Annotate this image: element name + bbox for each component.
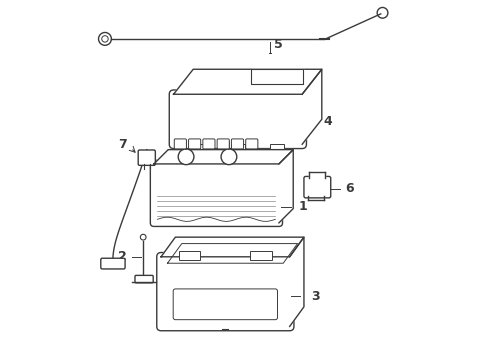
Polygon shape — [154, 150, 293, 164]
FancyBboxPatch shape — [150, 160, 283, 226]
Polygon shape — [290, 237, 304, 327]
Text: 2: 2 — [119, 250, 127, 263]
Polygon shape — [309, 171, 325, 187]
Text: 1: 1 — [298, 200, 307, 213]
FancyBboxPatch shape — [203, 139, 215, 149]
Text: 3: 3 — [311, 289, 319, 303]
Text: 5: 5 — [273, 38, 282, 51]
Circle shape — [178, 149, 194, 165]
FancyBboxPatch shape — [173, 289, 277, 320]
Bar — [231, 144, 245, 151]
Bar — [192, 144, 206, 151]
Text: 4: 4 — [323, 114, 332, 127]
Polygon shape — [173, 69, 322, 94]
FancyBboxPatch shape — [138, 150, 155, 165]
Bar — [270, 144, 284, 151]
FancyBboxPatch shape — [169, 90, 306, 149]
Polygon shape — [279, 150, 293, 223]
FancyBboxPatch shape — [231, 139, 244, 149]
Polygon shape — [161, 237, 304, 257]
FancyBboxPatch shape — [101, 258, 125, 269]
FancyBboxPatch shape — [135, 275, 153, 283]
FancyBboxPatch shape — [245, 139, 258, 149]
FancyBboxPatch shape — [174, 139, 186, 149]
Circle shape — [221, 149, 237, 165]
FancyBboxPatch shape — [304, 176, 331, 198]
FancyBboxPatch shape — [189, 139, 201, 149]
Polygon shape — [302, 69, 322, 144]
Text: 6: 6 — [345, 183, 354, 195]
FancyBboxPatch shape — [157, 252, 294, 331]
FancyBboxPatch shape — [217, 139, 229, 149]
Bar — [179, 251, 200, 260]
Text: 7: 7 — [119, 138, 127, 151]
Polygon shape — [251, 69, 302, 84]
Circle shape — [140, 234, 146, 240]
Bar — [250, 251, 272, 260]
